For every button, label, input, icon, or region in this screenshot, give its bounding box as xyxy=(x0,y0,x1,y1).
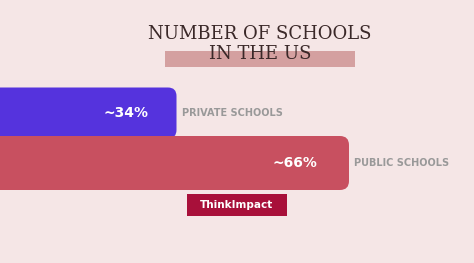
Text: ThinkImpact: ThinkImpact xyxy=(201,200,273,210)
Text: PRIVATE SCHOOLS: PRIVATE SCHOOLS xyxy=(182,108,283,118)
Text: ~66%: ~66% xyxy=(273,156,318,170)
FancyBboxPatch shape xyxy=(0,136,349,190)
Text: ~34%: ~34% xyxy=(103,106,148,120)
Bar xyxy=(165,51,355,67)
Text: NUMBER OF SCHOOLS: NUMBER OF SCHOOLS xyxy=(148,25,372,43)
Text: IN THE US: IN THE US xyxy=(209,45,311,63)
FancyBboxPatch shape xyxy=(0,88,176,139)
Text: PUBLIC SCHOOLS: PUBLIC SCHOOLS xyxy=(354,158,449,168)
Bar xyxy=(187,194,287,216)
